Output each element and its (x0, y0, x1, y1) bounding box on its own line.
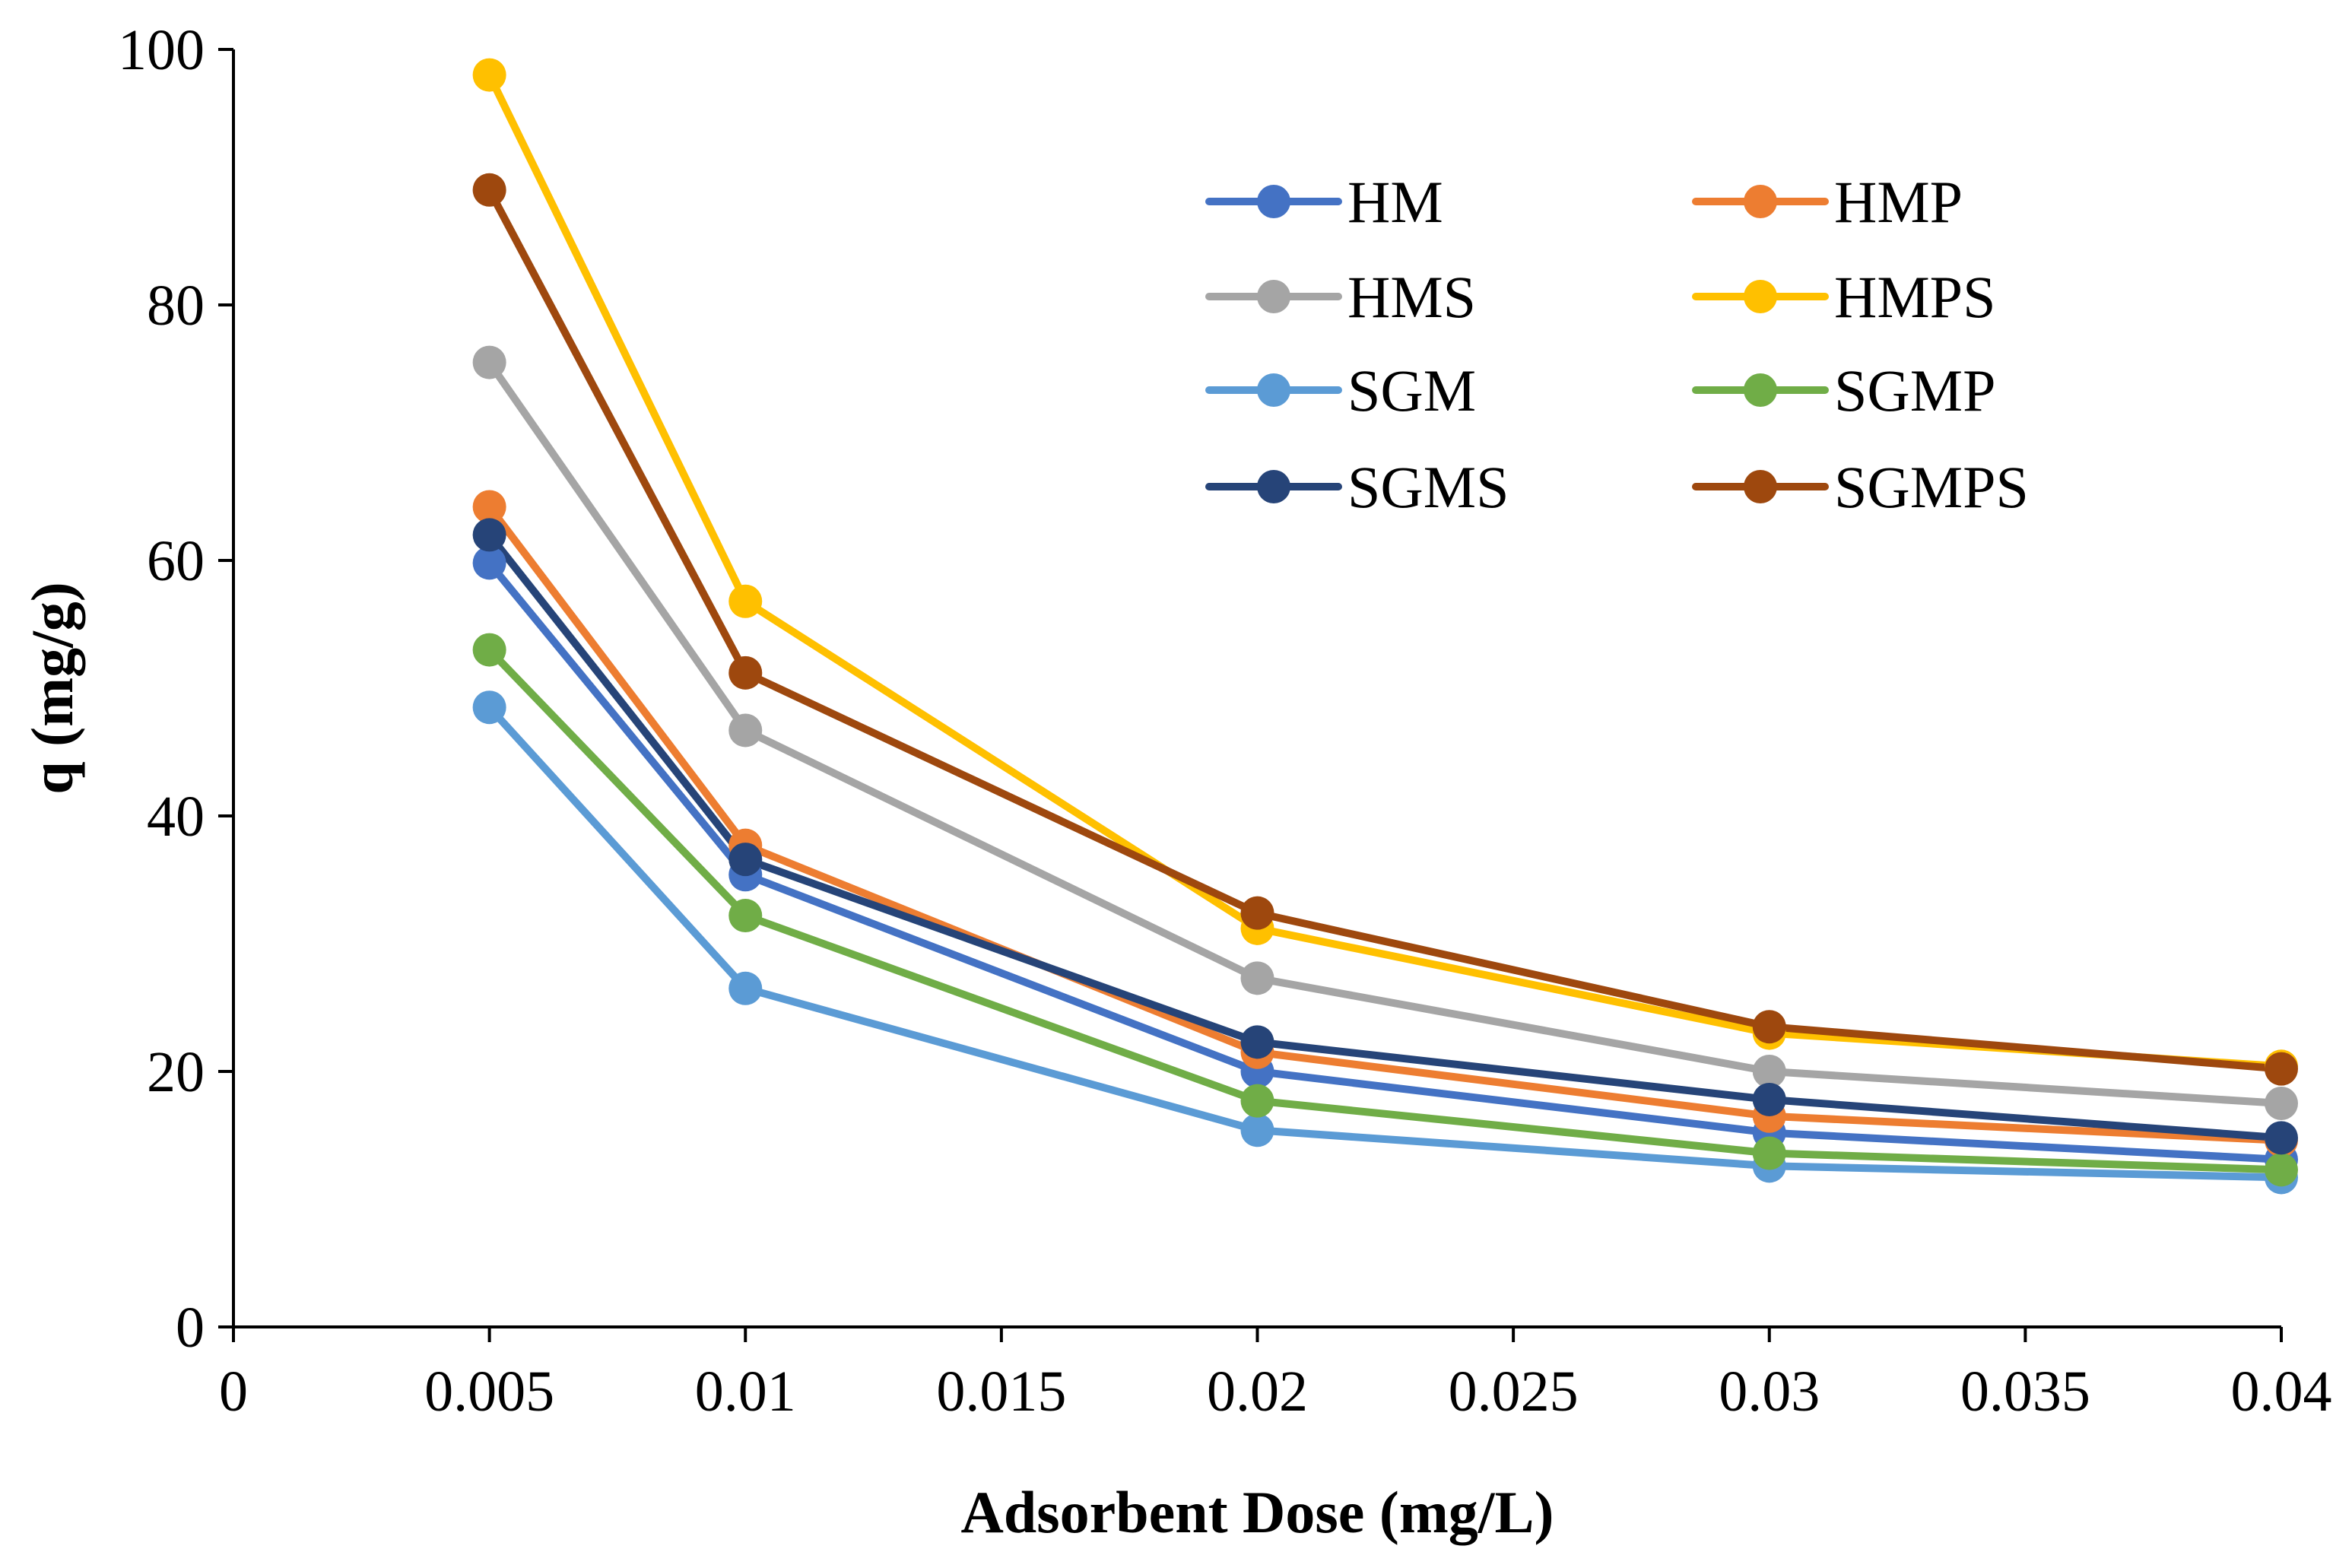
legend-swatch-marker (1257, 373, 1290, 407)
y-tick-label: 40 (147, 785, 205, 849)
legend-swatch-marker (1257, 185, 1290, 218)
data-point-sgmps (728, 655, 763, 690)
legend-swatch-marker (1257, 470, 1290, 503)
legend-item-hms: HMS (1205, 264, 1476, 330)
data-point-sgm (472, 690, 506, 725)
legend-swatch-marker (1744, 470, 1777, 503)
data-point-sgmp (1752, 1136, 1786, 1170)
data-point-sgms (1240, 1025, 1274, 1059)
legend-label: HMP (1834, 169, 1963, 235)
x-tick-label: 0 (219, 1360, 248, 1424)
legend-item-sgm: SGM (1205, 357, 1476, 424)
legend-item-hmps: HMPS (1692, 264, 1995, 330)
data-point-sgmp (728, 899, 763, 933)
data-point-sgms (728, 843, 763, 877)
data-point-hm (472, 546, 506, 580)
data-point-sgm (1240, 1113, 1274, 1147)
data-point-sgms (2265, 1121, 2298, 1155)
x-tick-label: 0.03 (1719, 1360, 1820, 1424)
data-point-sgmp (1240, 1084, 1274, 1118)
data-point-hms (2265, 1087, 2298, 1120)
data-point-sgmps (1240, 896, 1274, 930)
legend-swatch-marker (1744, 185, 1777, 218)
legend-item-sgms: SGMS (1205, 454, 1509, 520)
legend: HM HMP HMS HMPS SGM SGMP SGMS SGMPS (1205, 169, 2029, 520)
x-tick-label: 0.04 (2231, 1360, 2332, 1424)
x-axis-title: Adsorbent Dose (mg/L) (961, 1479, 1554, 1545)
legend-label: HM (1347, 169, 1443, 235)
data-point-sgms (472, 518, 506, 552)
data-point-hmps (728, 584, 763, 618)
y-axis-title: q (mg/g) (19, 582, 85, 794)
data-point-sgmps (2265, 1052, 2298, 1086)
data-point-hms (1752, 1055, 1786, 1088)
x-tick-label: 0.025 (1449, 1360, 1579, 1424)
legend-label: SGMPS (1834, 454, 2029, 520)
series-points (472, 58, 2298, 1195)
legend-label: SGMP (1834, 357, 1995, 424)
legend-item-hmp: HMP (1692, 169, 1963, 235)
legend-item-sgmps: SGMPS (1692, 454, 2029, 520)
data-point-sgm (728, 971, 763, 1005)
legend-swatch-marker (1257, 280, 1290, 313)
data-point-hmp (472, 490, 506, 524)
legend-label: HMPS (1834, 264, 1995, 330)
legend-item-sgmp: SGMP (1692, 357, 1995, 424)
data-point-sgms (1752, 1082, 1786, 1116)
legend-label: SGMS (1347, 454, 1509, 520)
data-point-sgmp (2265, 1153, 2298, 1187)
y-tick-label: 80 (147, 274, 205, 338)
x-tick-label: 0.035 (1960, 1360, 2090, 1424)
data-point-hmps (472, 58, 506, 92)
series-lines (485, 71, 2285, 1182)
y-tick-label: 0 (176, 1296, 205, 1360)
legend-label: SGM (1347, 357, 1476, 424)
data-point-hms (1240, 961, 1274, 995)
data-point-sgmps (1752, 1010, 1786, 1044)
x-tick-label: 0.01 (695, 1360, 796, 1424)
data-point-hms (728, 713, 763, 747)
x-tick-label: 0.02 (1207, 1360, 1308, 1424)
data-point-sgmps (472, 173, 506, 207)
legend-swatch-marker (1744, 280, 1777, 313)
y-tick-label: 20 (147, 1040, 205, 1104)
y-tick-label: 60 (147, 529, 205, 593)
data-point-sgmp (472, 633, 506, 667)
legend-item-hm: HM (1205, 169, 1443, 235)
x-tick-label: 0.005 (424, 1360, 554, 1424)
y-tick-label: 100 (118, 18, 205, 82)
legend-swatch-marker (1744, 373, 1777, 407)
data-point-hms (472, 345, 506, 379)
x-tick-label: 0.015 (936, 1360, 1066, 1424)
axes: 0 20 40 60 80 100 0 0.005 0.01 0.015 0.02 0.025 0.03… (118, 18, 2332, 1424)
legend-label: HMS (1347, 264, 1476, 330)
